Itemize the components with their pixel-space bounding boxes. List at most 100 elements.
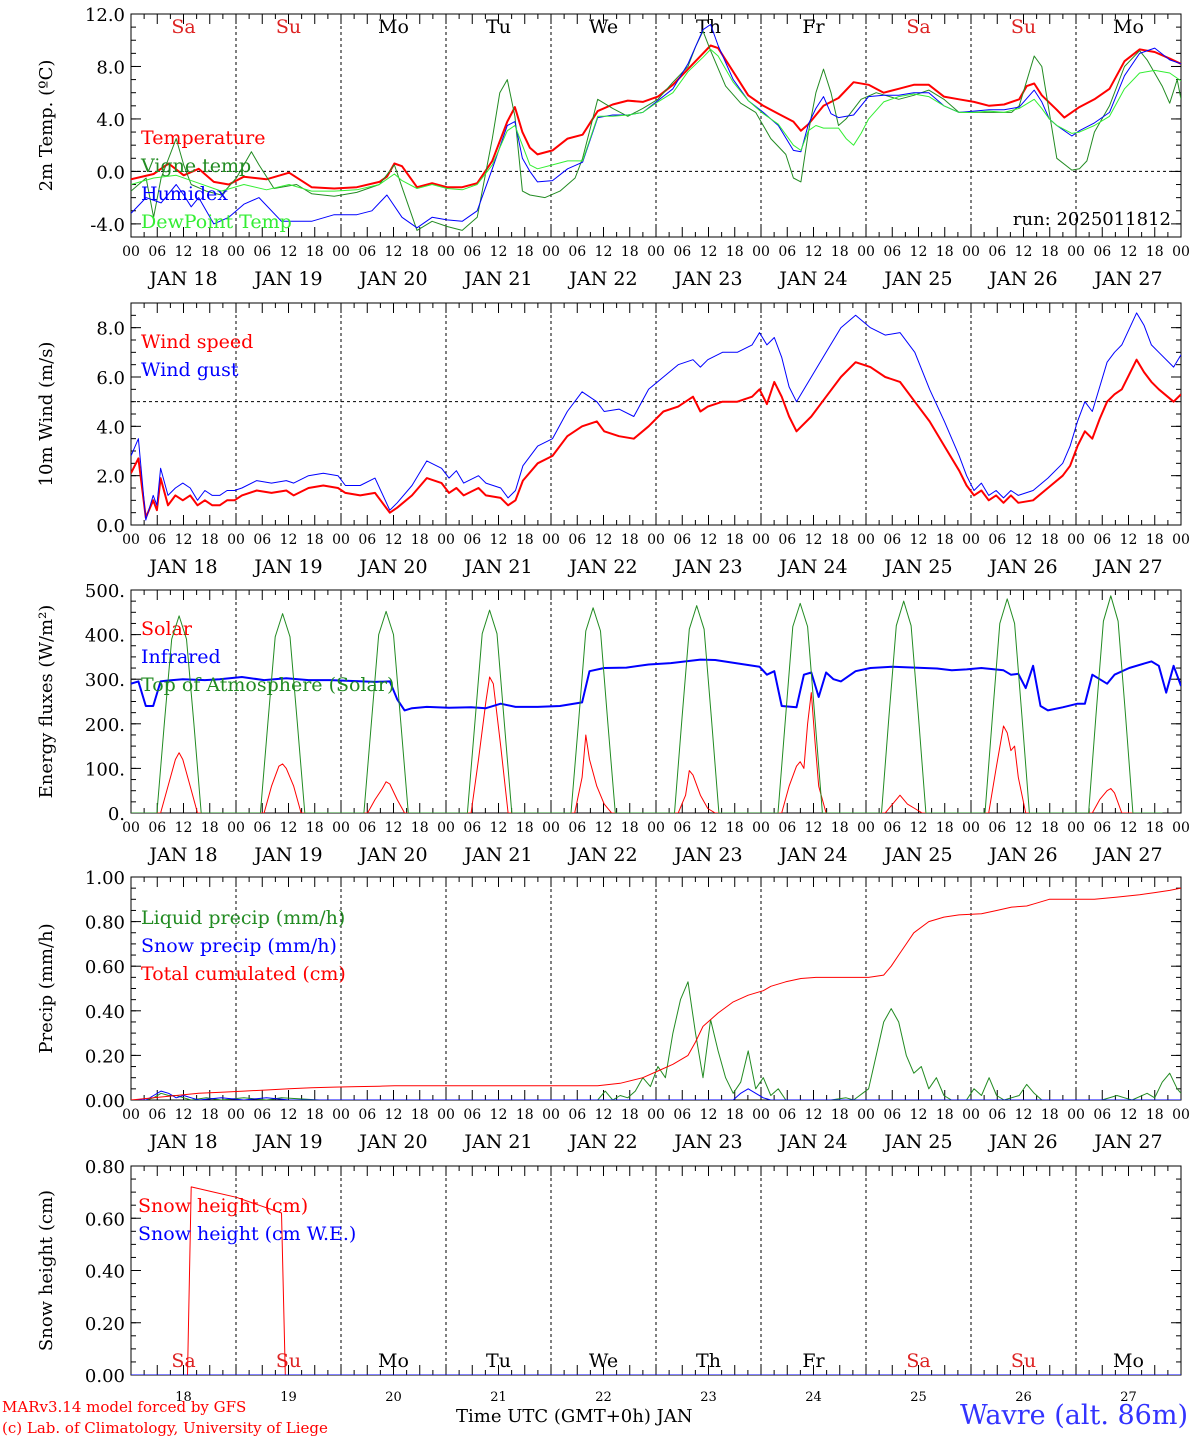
x-hour-label: 06: [778, 1107, 796, 1123]
series-line-red: [131, 1186, 1181, 1375]
x-hour-label: 06: [253, 244, 271, 260]
x-date-label: JAN 19: [252, 1131, 322, 1153]
x-date-label: JAN 18: [147, 268, 217, 290]
x-date-label: JAN 27: [1092, 1131, 1162, 1153]
x-hour-label: 06: [568, 820, 586, 836]
x-hour-label: 12: [1015, 820, 1033, 836]
legend-entry: Wind speed: [141, 331, 253, 353]
x-hour-label: 06: [1093, 1107, 1111, 1123]
x-date-label: JAN 18: [147, 844, 217, 866]
day-of-week: Fr: [802, 1350, 825, 1372]
day-of-week: Sa: [906, 1350, 930, 1372]
legend-entry: Solar: [141, 618, 193, 640]
day-of-week: Sa: [171, 16, 195, 38]
x-hour-label: 00: [1067, 820, 1085, 836]
x-hour-label: 06: [253, 820, 271, 836]
day-of-week: Sa: [906, 16, 930, 38]
x-hour-label: 00: [122, 1107, 140, 1123]
x-hour-label: 06: [1093, 820, 1111, 836]
x-hour-label: 18: [411, 820, 429, 836]
x-hour-label: 06: [673, 820, 691, 836]
x-hour-label: 06: [988, 820, 1006, 836]
x-date-label: JAN 25: [882, 844, 952, 866]
x-date-label: JAN 22: [567, 268, 637, 290]
x-hour-label: 00: [227, 1107, 245, 1123]
day-of-week: Th: [696, 1350, 721, 1372]
series-line-red: [131, 887, 1181, 1100]
x-hour-label: 12: [1015, 1107, 1033, 1123]
y-tick-label: 0.00: [85, 1091, 125, 1112]
x-date-label: JAN 18: [147, 1131, 217, 1153]
station-label: Wavre (alt. 86m): [960, 1400, 1188, 1431]
x-hour-label: 12: [1120, 1107, 1138, 1123]
x-hour-label: 06: [253, 1107, 271, 1123]
x-hour-label: 00: [437, 1107, 455, 1123]
x-hour-label: 00: [1067, 1107, 1085, 1123]
y-axis-label: 10m Wind (m/s): [36, 342, 57, 487]
panel-frame: [130, 589, 1182, 814]
x-date-label: JAN 27: [1092, 844, 1162, 866]
x-hour-label: 06: [883, 1107, 901, 1123]
day-of-week: Fr: [802, 16, 825, 38]
x-hour-label: 06: [253, 532, 271, 548]
x-date-label: JAN 23: [672, 844, 742, 866]
x-date-label: JAN 19: [252, 556, 322, 578]
x-hour-label: 12: [490, 1107, 508, 1123]
x-hour-label: 00: [122, 244, 140, 260]
x-hour-label: 00: [857, 532, 875, 548]
y-tick-label: 0.00: [85, 1366, 125, 1387]
y-tick-label: 4.0: [96, 417, 125, 438]
x-hour-label: 18: [411, 532, 429, 548]
x-hour-label: 12: [805, 1107, 823, 1123]
x-hour-label: 00: [437, 820, 455, 836]
y-tick-label: 1.00: [85, 868, 125, 889]
x-day-number: 24: [805, 1390, 822, 1405]
day-of-week: Mo: [378, 1350, 409, 1372]
x-hour-label: 18: [726, 532, 744, 548]
x-hour-label: 00: [122, 532, 140, 548]
x-date-label: JAN 19: [252, 268, 322, 290]
x-hour-label: 00: [227, 532, 245, 548]
x-hour-label: 18: [936, 1107, 954, 1123]
x-hour-label: 06: [988, 1107, 1006, 1123]
x-date-label: JAN 20: [357, 556, 427, 578]
x-hour-label: 18: [621, 244, 639, 260]
x-date-label: JAN 24: [777, 268, 847, 290]
day-of-week: Su: [1011, 1350, 1036, 1372]
y-tick-label: 0.60: [85, 957, 125, 978]
x-hour-label: 12: [1015, 532, 1033, 548]
x-hour-label: 12: [175, 532, 193, 548]
x-hour-label: 18: [306, 532, 324, 548]
x-hour-label: 00: [122, 820, 140, 836]
x-date-label: JAN 23: [672, 556, 742, 578]
y-tick-label: 0.60: [85, 1209, 125, 1230]
x-hour-label: 12: [175, 244, 193, 260]
y-axis-label: Energy fluxes (W/m²): [36, 605, 57, 799]
x-hour-label: 06: [673, 244, 691, 260]
x-hour-label: 18: [306, 244, 324, 260]
x-hour-label: 00: [752, 532, 770, 548]
x-date-label: JAN 21: [462, 1131, 532, 1153]
x-hour-label: 18: [1041, 1107, 1059, 1123]
x-hour-label: 18: [621, 532, 639, 548]
x-hour-label: 12: [700, 532, 718, 548]
x-hour-label: 00: [437, 244, 455, 260]
day-of-week: Su: [1011, 16, 1036, 38]
y-tick-label: 0.: [108, 804, 125, 825]
series-line-red: [131, 358, 1181, 519]
x-hour-label: 12: [595, 532, 613, 548]
x-hour-label: 00: [437, 532, 455, 548]
x-date-label: JAN 22: [567, 556, 637, 578]
x-hour-label: 12: [910, 532, 928, 548]
x-hour-label: 00: [752, 244, 770, 260]
x-hour-label: 06: [463, 820, 481, 836]
x-hour-label: 18: [726, 244, 744, 260]
x-hour-label: 18: [831, 244, 849, 260]
x-hour-label: 12: [490, 820, 508, 836]
x-hour-label: 12: [595, 820, 613, 836]
day-of-week: We: [589, 16, 618, 38]
x-hour-label: 00: [752, 820, 770, 836]
y-tick-label: 6.0: [96, 368, 125, 389]
x-hour-label: 18: [1041, 820, 1059, 836]
x-hour-label: 06: [463, 244, 481, 260]
